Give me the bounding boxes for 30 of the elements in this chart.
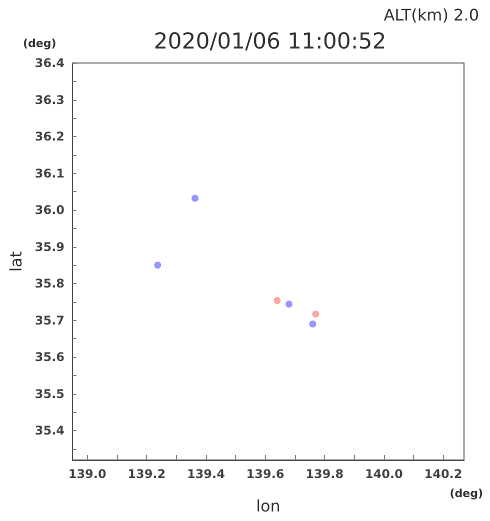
point <box>154 262 162 269</box>
y-tick-label: 36.0 <box>34 203 65 218</box>
x-tick-label: 139.2 <box>128 467 166 481</box>
y-tick-label: 35.5 <box>34 386 65 401</box>
y-tick-label: 36.2 <box>34 130 65 144</box>
point <box>192 194 198 202</box>
y-tick-label: 36.4 <box>34 56 65 70</box>
y-axis-title: lat <box>6 251 26 272</box>
y-tick-label: 35.8 <box>34 276 65 291</box>
x-tick-label: 139.4 <box>186 467 225 481</box>
chart-title: 2020/01/06 11:00:52 <box>154 30 386 54</box>
x-tick-label: 140.0 <box>364 467 403 481</box>
point <box>274 296 281 304</box>
y-tick-label: 36.3 <box>34 92 65 107</box>
point <box>309 320 316 328</box>
point <box>286 300 293 308</box>
x-tick-label: 140.2 <box>424 467 462 481</box>
y-tick-label: 35.7 <box>34 313 65 328</box>
x-tick-label: 139.8 <box>306 467 344 481</box>
x-tick-label: 139.6 <box>246 467 284 481</box>
x-tick-label: 139.0 <box>68 467 106 481</box>
y-tick-label: 35.6 <box>34 350 65 364</box>
point <box>312 310 320 318</box>
text: ALT(km) 2.0 <box>384 6 479 24</box>
y-tick-label: 35.4 <box>34 424 65 438</box>
text: (deg) <box>23 37 56 50</box>
x-axis-title: lon <box>256 496 280 516</box>
text: (deg) <box>450 487 483 500</box>
y-tick-label: 36.1 <box>34 166 65 180</box>
y-tick-label: 35.9 <box>34 240 65 254</box>
